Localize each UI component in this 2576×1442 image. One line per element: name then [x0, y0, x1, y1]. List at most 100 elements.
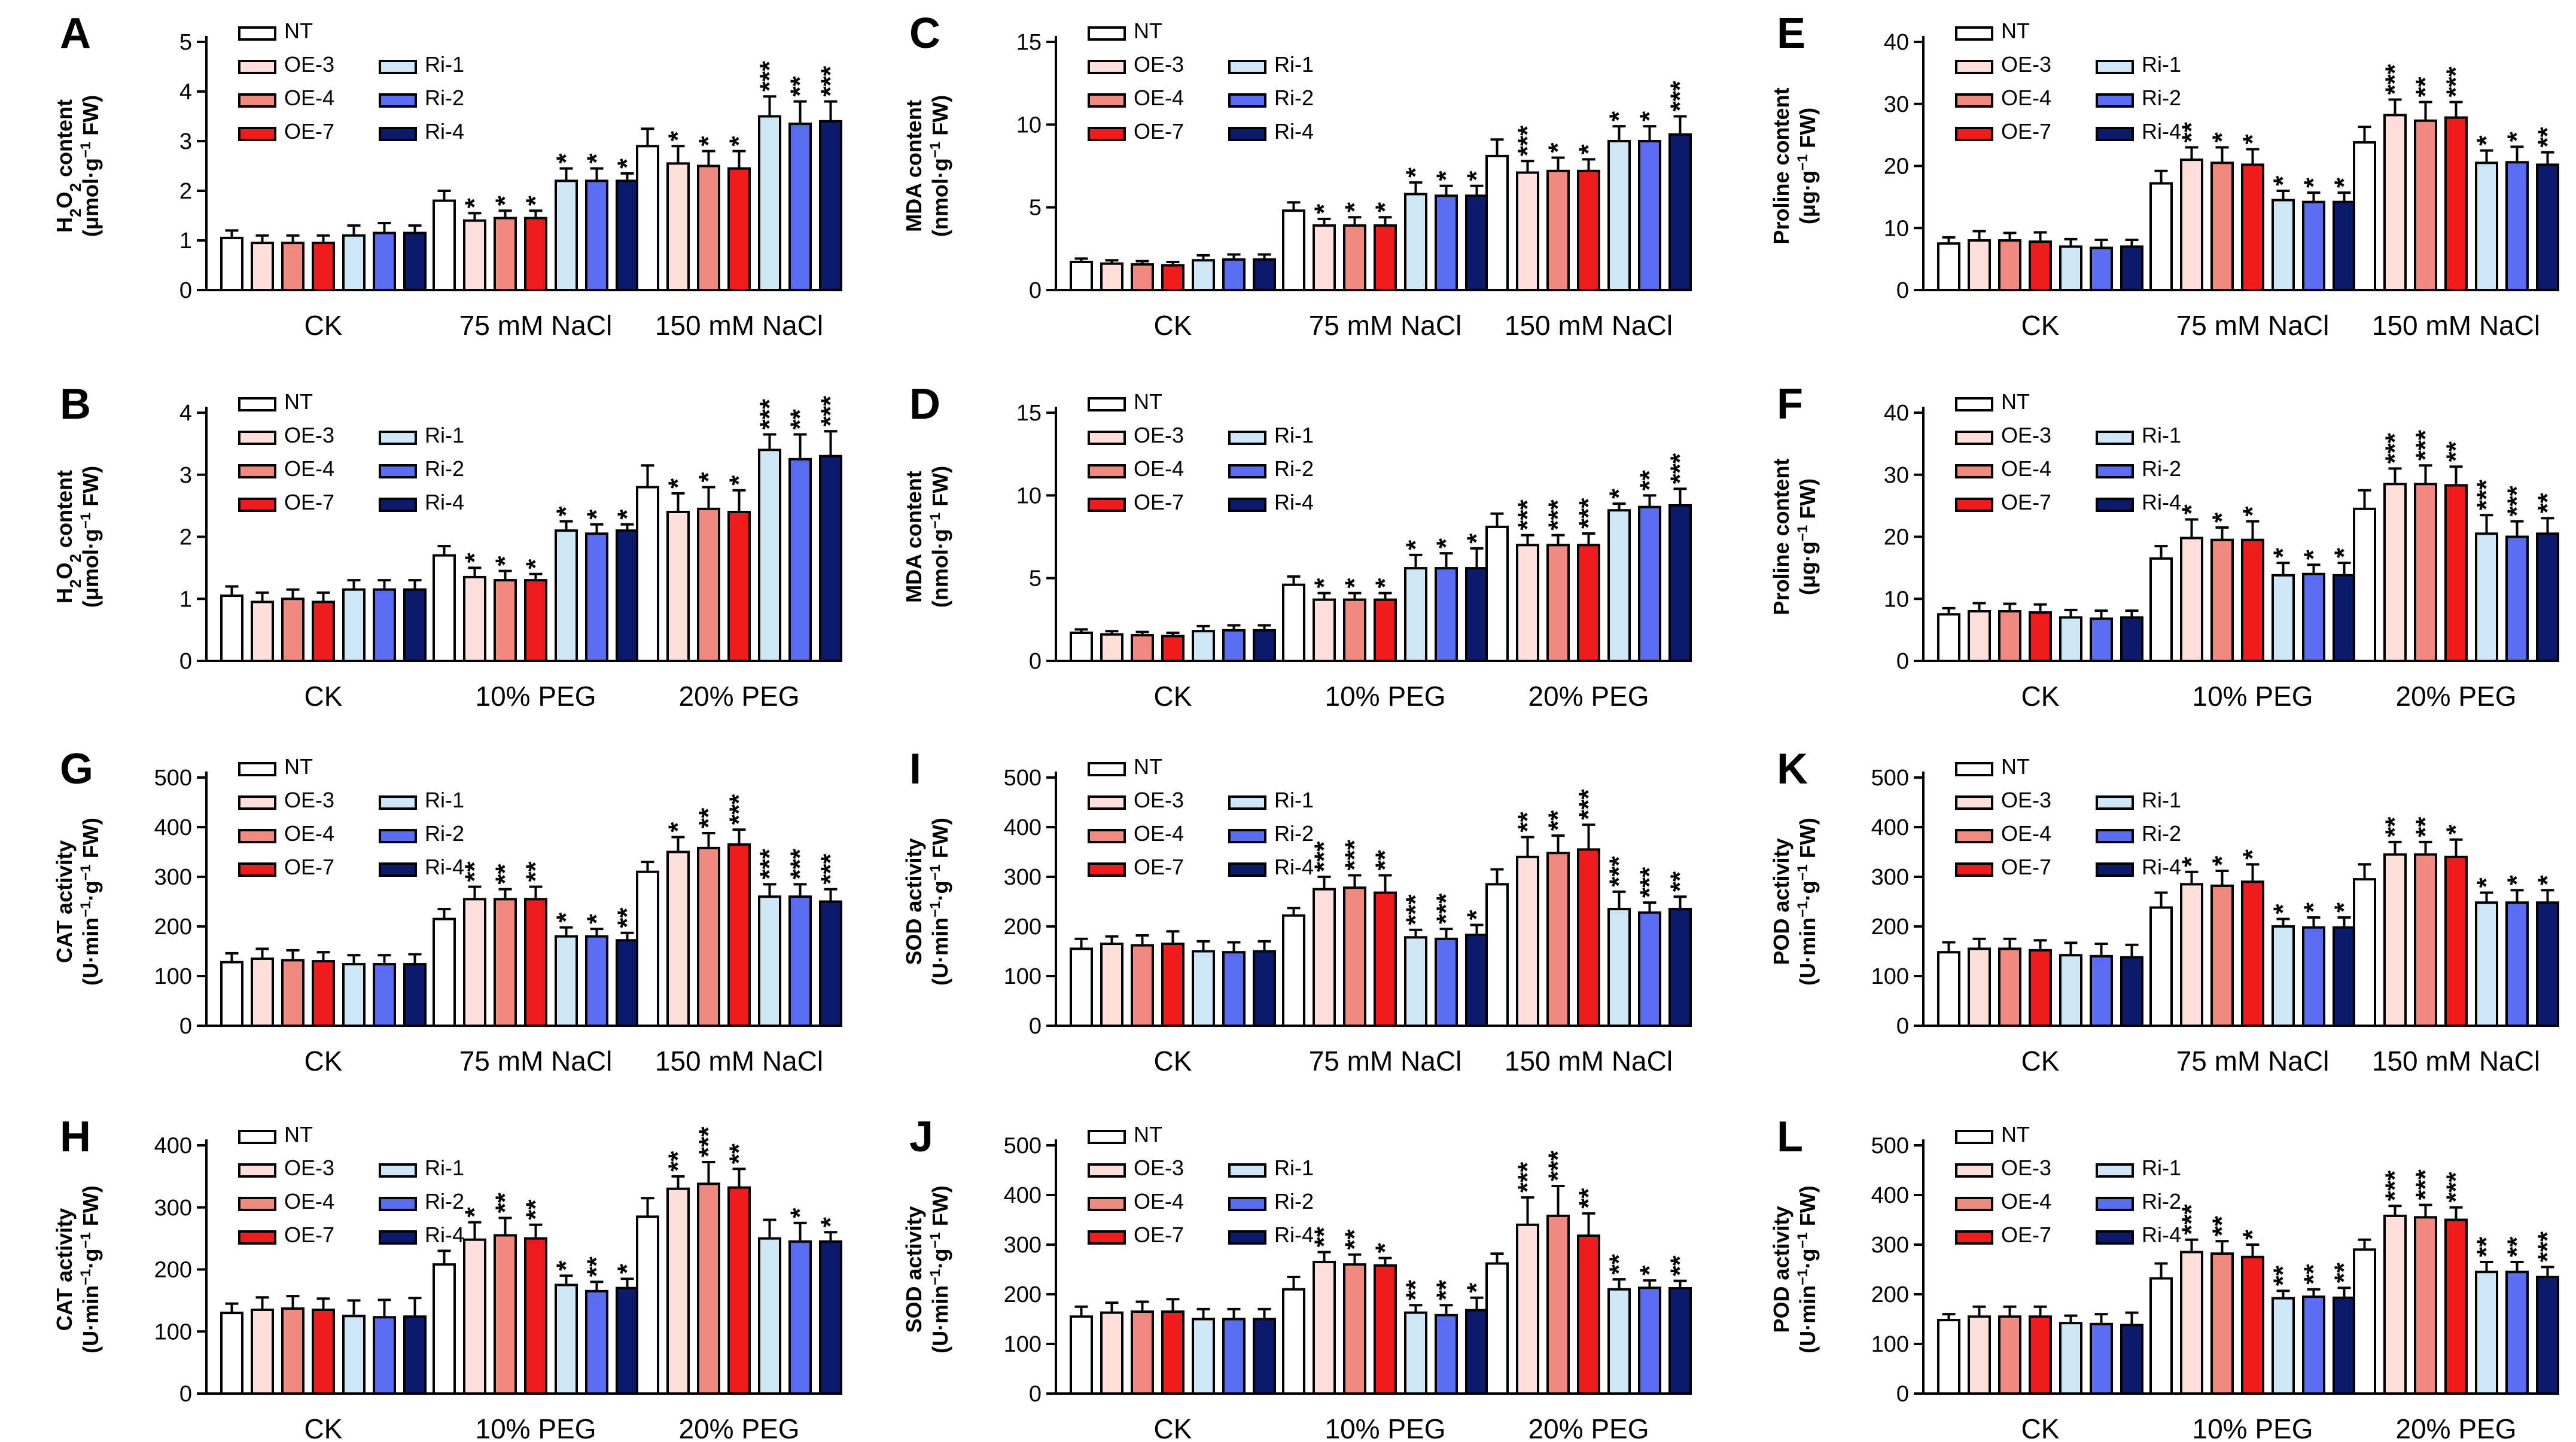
legend-swatch: [379, 498, 417, 512]
x-category-label: 20% PEG: [1528, 681, 1649, 712]
significance-mark: *: [1371, 202, 1400, 212]
significance-mark: **: [1340, 1228, 1369, 1249]
significance-mark: ***: [2533, 1231, 2562, 1262]
panel-letter: I: [909, 745, 921, 793]
legend-swatch: [1955, 1197, 1993, 1211]
legend-label: OE-7: [1134, 119, 1184, 144]
bar: [2059, 1322, 2082, 1395]
bar: [758, 895, 781, 1027]
significance-mark: *: [582, 509, 611, 520]
chart-panel-G: G CAT activity (U·min−1·g−1 FW) 0 100 200 300 4…: [52, 745, 845, 1077]
legend-swatch: [1228, 93, 1266, 108]
significance-mark: *: [2207, 512, 2237, 523]
significance-mark: *: [1401, 167, 1430, 178]
y-axis-unit: (U·min−1·g−1 FW): [927, 1185, 953, 1353]
bar: [788, 122, 812, 291]
significance-mark: *: [2238, 1229, 2267, 1240]
bar: [1577, 1234, 1600, 1395]
bar: [585, 532, 608, 662]
legend-label: NT: [284, 1122, 313, 1147]
legend-label: Ri-4: [2142, 490, 2181, 514]
legend-label: Ri-2: [1274, 86, 1314, 110]
x-category-label: 10% PEG: [1325, 681, 1446, 712]
y-tick-label: 200: [1871, 1282, 1909, 1307]
bar: [1577, 169, 1600, 291]
bar: [2475, 161, 2498, 291]
bar: [1070, 1315, 1093, 1395]
bar: [373, 963, 396, 1027]
bar: [2475, 1270, 2498, 1395]
bar: [1668, 907, 1692, 1027]
bar: [616, 1286, 639, 1395]
significance-mark: **: [1574, 1188, 1603, 1209]
y-tick-label: 100: [1004, 1332, 1042, 1357]
significance-mark: *: [460, 1207, 489, 1218]
bar: [1100, 943, 1123, 1028]
bar: [524, 217, 547, 291]
legend-label: OE-7: [2001, 1223, 2051, 1247]
bar: [1998, 947, 2021, 1027]
bar: [281, 959, 305, 1027]
significance-mark: ***: [1665, 453, 1695, 484]
legend-swatch: [238, 1130, 276, 1144]
legend-swatch: [1228, 829, 1266, 843]
legend-swatch: [1955, 795, 1993, 810]
legend: NT OE-3 OE-4 OE-7 Ri-1 Ri-2 Ri-4: [1088, 1122, 1314, 1247]
y-tick-label: 15: [1016, 401, 1042, 426]
bar: [2444, 1218, 2468, 1395]
x-category-label: 10% PEG: [2193, 681, 2313, 712]
legend-swatch: [1088, 795, 1126, 810]
significance-mark: *: [613, 509, 642, 520]
legend-swatch: [238, 1230, 276, 1245]
y-tick-label: 0: [1029, 278, 1042, 303]
bar: [2120, 245, 2143, 291]
y-axis-unit: (U·min−1·g−1 FW): [927, 818, 953, 986]
legend-label: NT: [1134, 389, 1162, 414]
bar: [2090, 1322, 2113, 1395]
legend-swatch: [238, 397, 276, 411]
significance-mark: *: [2207, 132, 2237, 142]
bar: [1546, 169, 1570, 291]
significance-mark: *: [2330, 547, 2359, 558]
legend-label: Ri-1: [425, 423, 464, 447]
legend-label: Ri-2: [1274, 456, 1314, 481]
x-category-label: 75 mM NaCl: [1309, 1045, 1462, 1077]
bar: [2180, 1251, 2203, 1395]
legend-label: OE-3: [284, 788, 334, 812]
legend-label: Ri-1: [1274, 1156, 1314, 1180]
bar: [2271, 199, 2295, 291]
x-category-label: 10% PEG: [476, 681, 596, 712]
legend-label: OE-4: [284, 821, 334, 846]
legend-swatch: [1228, 60, 1266, 74]
bar: [373, 231, 396, 291]
bar: [555, 179, 578, 291]
legend-swatch: [2096, 1230, 2134, 1245]
legend-label: Ri-1: [2142, 52, 2181, 77]
y-axis-label: Proline content: [1769, 458, 1794, 615]
y-tick-label: 4: [179, 401, 192, 426]
x-category-label: CK: [305, 1413, 343, 1442]
legend-swatch: [1228, 1230, 1266, 1245]
significance-mark: *: [663, 130, 693, 141]
legend-label: Ri-1: [2142, 788, 2181, 812]
bar: [2505, 901, 2529, 1028]
significance-mark: *: [2299, 177, 2328, 188]
legend-label: OE-4: [1134, 86, 1184, 110]
significance-mark: *: [694, 472, 723, 483]
y-tick-label: 400: [154, 1133, 192, 1159]
x-category-label: 150 mM NaCl: [1505, 1045, 1673, 1077]
legend-swatch: [1228, 795, 1266, 810]
bar: [2059, 245, 2082, 291]
legend-swatch: [2096, 127, 2134, 141]
significance-mark: *: [521, 195, 550, 206]
legend-swatch: [1955, 829, 1993, 843]
y-axis-unit: (nmol·g−1 FW): [927, 466, 953, 608]
y-tick-label: 100: [1004, 964, 1042, 989]
legend-swatch: [1088, 862, 1126, 877]
chart-panel-I: I SOD activity (U·min−1·g−1 FW) 0 100 200 300 4…: [902, 745, 1695, 1077]
legend-label: Ri-4: [1274, 119, 1314, 144]
bar: [1161, 943, 1185, 1028]
bar: [2029, 240, 2052, 292]
